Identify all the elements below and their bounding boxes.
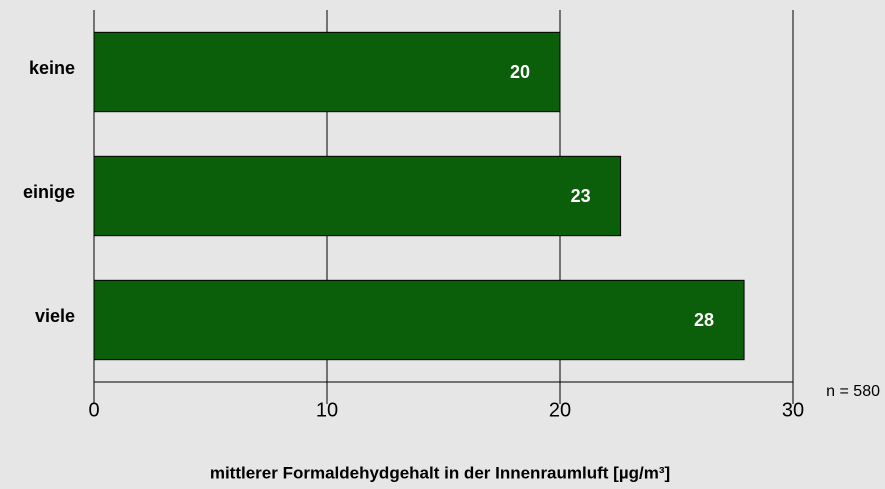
x-axis-label: mittlerer Formaldehydgehalt in der Innen… — [210, 463, 670, 482]
x-tick-label: 0 — [88, 399, 99, 421]
x-tick-label: 30 — [782, 399, 804, 421]
y-tick-label: viele — [35, 306, 75, 326]
x-tick-label: 20 — [549, 399, 571, 421]
bar — [93, 155, 622, 237]
y-tick-label: keine — [29, 58, 75, 78]
y-tick-label: einige — [23, 182, 75, 202]
bar — [93, 31, 561, 113]
data-label: 20 — [510, 62, 530, 82]
x-tick-label: 10 — [316, 399, 338, 421]
data-label: 23 — [571, 186, 591, 206]
data-label: 28 — [694, 310, 714, 330]
annotation: n = 580 — [826, 383, 880, 400]
bar — [93, 279, 745, 361]
